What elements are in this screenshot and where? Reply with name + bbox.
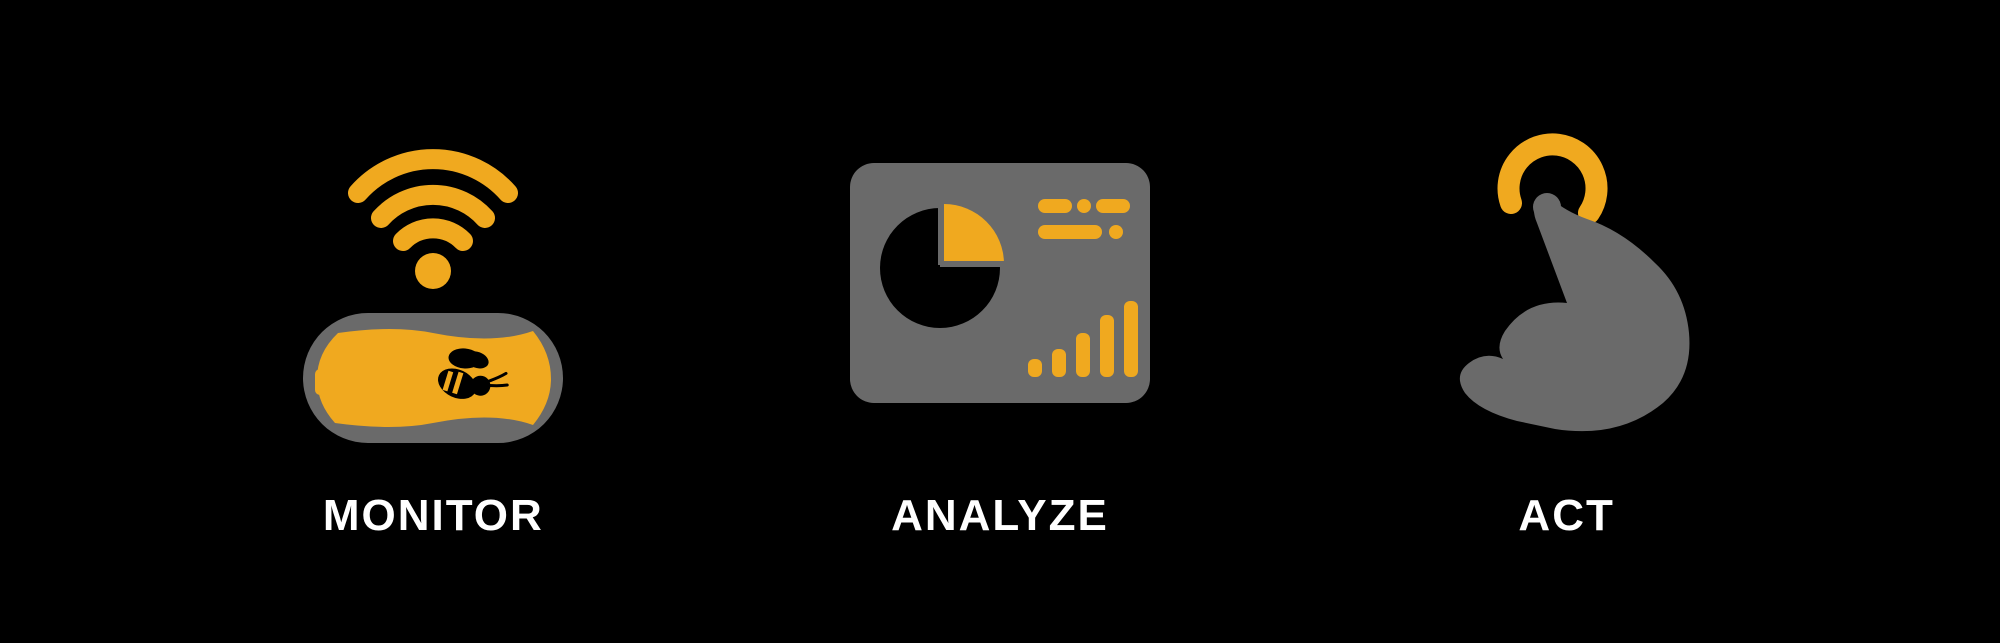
infographic-row: MONITOR [0,0,2000,643]
hand-press-button-icon [1387,103,1747,463]
dashboard-chart-icon [820,103,1180,463]
card-label-monitor: MONITOR [323,491,544,541]
card-act: ACT [1387,103,1747,541]
card-monitor: MONITOR [253,103,613,541]
card-analyze: ANALYZE [820,103,1180,541]
card-label-act: ACT [1518,491,1614,541]
bee-device-wifi-icon [253,103,613,463]
card-label-analyze: ANALYZE [891,491,1109,541]
